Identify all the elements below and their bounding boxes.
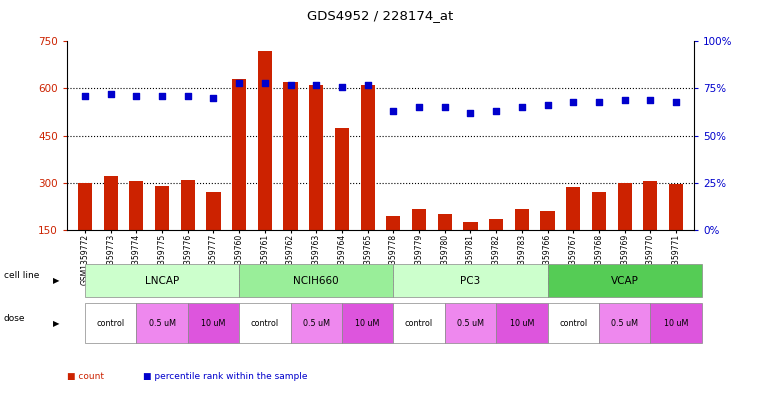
- Text: 0.5 uM: 0.5 uM: [457, 319, 484, 327]
- Text: cell line: cell line: [4, 272, 39, 280]
- Text: dose: dose: [4, 314, 25, 323]
- Point: [516, 104, 528, 110]
- Bar: [103, 176, 118, 230]
- Bar: [540, 211, 555, 230]
- Point: [259, 80, 271, 86]
- Bar: [206, 192, 221, 230]
- Text: GDS4952 / 228174_at: GDS4952 / 228174_at: [307, 9, 454, 22]
- Point: [336, 83, 348, 90]
- Point: [310, 81, 323, 88]
- Bar: [155, 186, 169, 230]
- Text: ■ percentile rank within the sample: ■ percentile rank within the sample: [143, 372, 307, 381]
- Bar: [643, 181, 658, 230]
- Text: control: control: [251, 319, 279, 327]
- Bar: [387, 216, 400, 230]
- Point: [567, 99, 579, 105]
- Text: 10 uM: 10 uM: [355, 319, 380, 327]
- Point: [182, 93, 194, 99]
- Point: [233, 80, 245, 86]
- Bar: [335, 128, 349, 230]
- Bar: [412, 209, 426, 230]
- Bar: [361, 85, 374, 230]
- Point: [387, 108, 400, 114]
- Text: NCIH660: NCIH660: [294, 275, 339, 286]
- Bar: [566, 187, 581, 230]
- Point: [645, 97, 657, 103]
- Bar: [618, 183, 632, 230]
- Text: ■ count: ■ count: [67, 372, 104, 381]
- Bar: [129, 181, 143, 230]
- Text: PC3: PC3: [460, 275, 481, 286]
- Text: control: control: [405, 319, 433, 327]
- Bar: [514, 209, 529, 230]
- Point: [413, 104, 425, 110]
- Point: [207, 95, 219, 101]
- Text: control: control: [559, 319, 587, 327]
- Point: [361, 81, 374, 88]
- Bar: [669, 184, 683, 230]
- Point: [619, 97, 631, 103]
- Bar: [284, 82, 298, 230]
- Bar: [309, 85, 323, 230]
- Point: [438, 104, 451, 110]
- Text: 0.5 uM: 0.5 uM: [611, 319, 638, 327]
- Bar: [438, 214, 452, 230]
- Text: 0.5 uM: 0.5 uM: [148, 319, 176, 327]
- Bar: [180, 180, 195, 230]
- Text: 10 uM: 10 uM: [510, 319, 534, 327]
- Bar: [463, 222, 477, 230]
- Text: VCAP: VCAP: [611, 275, 638, 286]
- Bar: [232, 79, 247, 230]
- Point: [670, 99, 682, 105]
- Bar: [489, 219, 503, 230]
- Point: [156, 93, 168, 99]
- Text: 10 uM: 10 uM: [201, 319, 226, 327]
- Point: [79, 93, 91, 99]
- Bar: [592, 192, 606, 230]
- Text: 0.5 uM: 0.5 uM: [303, 319, 330, 327]
- Bar: [258, 51, 272, 230]
- Text: 10 uM: 10 uM: [664, 319, 688, 327]
- Text: LNCAP: LNCAP: [145, 275, 179, 286]
- Point: [542, 102, 554, 108]
- Point: [285, 81, 297, 88]
- Point: [464, 110, 476, 116]
- Text: ▶: ▶: [53, 319, 59, 327]
- Point: [130, 93, 142, 99]
- Bar: [78, 183, 92, 230]
- Point: [593, 99, 605, 105]
- Text: ▶: ▶: [53, 276, 59, 285]
- Point: [490, 108, 502, 114]
- Text: control: control: [97, 319, 125, 327]
- Point: [104, 91, 116, 97]
